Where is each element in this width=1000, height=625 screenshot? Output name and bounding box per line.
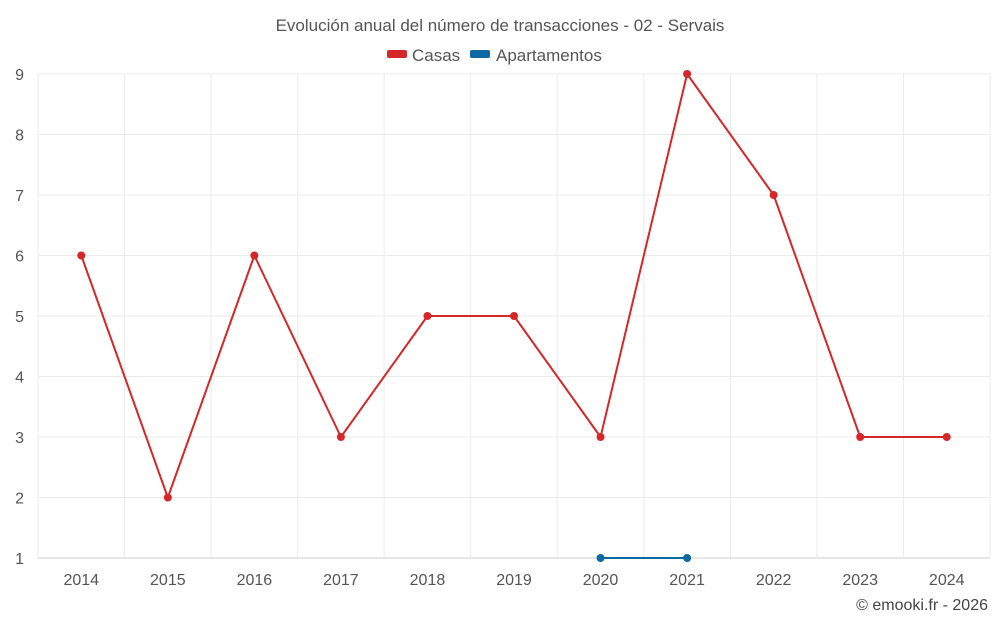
x-tick-label: 2024 bbox=[929, 572, 965, 589]
y-tick-label: 5 bbox=[15, 309, 24, 326]
x-tick-label: 2022 bbox=[756, 572, 792, 589]
data-point-casas[interactable] bbox=[250, 251, 259, 260]
legend-swatch-apartamentos bbox=[470, 50, 490, 58]
chart-title: Evolución anual del número de transaccio… bbox=[276, 16, 725, 35]
x-tick-label: 2023 bbox=[842, 572, 878, 589]
data-point-casas[interactable] bbox=[510, 312, 518, 320]
y-tick-label: 4 bbox=[15, 370, 24, 387]
y-tick-label: 7 bbox=[15, 188, 24, 205]
legend-item-casas[interactable]: Casas bbox=[387, 46, 460, 65]
series bbox=[77, 70, 951, 562]
legend-label-casas: Casas bbox=[412, 46, 460, 65]
data-point-casas[interactable] bbox=[596, 433, 605, 441]
data-point-casas[interactable] bbox=[856, 433, 865, 441]
data-point-apartamentos[interactable] bbox=[596, 554, 605, 562]
x-tick-label: 2018 bbox=[410, 572, 446, 589]
y-tick-label: 9 bbox=[15, 67, 24, 84]
data-point-casas[interactable] bbox=[336, 433, 345, 441]
data-point-casas[interactable] bbox=[163, 493, 172, 502]
series-apartamentos bbox=[596, 554, 692, 562]
y-tick-label: 6 bbox=[15, 249, 24, 266]
legend-label-apartamentos: Apartamentos bbox=[496, 46, 602, 65]
y-tick-label: 3 bbox=[15, 430, 24, 447]
data-point-casas[interactable] bbox=[423, 312, 432, 320]
x-tick-label: 2016 bbox=[237, 572, 273, 589]
x-tick-label: 2020 bbox=[583, 572, 619, 589]
y-tick-label: 1 bbox=[15, 551, 24, 568]
data-point-apartamentos[interactable] bbox=[683, 554, 692, 562]
data-point-casas[interactable] bbox=[942, 433, 951, 441]
data-point-casas[interactable] bbox=[77, 251, 86, 260]
y-axis-ticks: 1 2 3 4 5 6 7 8 9 bbox=[15, 67, 24, 568]
x-tick-label: 2021 bbox=[669, 572, 705, 589]
y-tick-label: 8 bbox=[15, 128, 24, 145]
legend: Casas Apartamentos bbox=[387, 46, 602, 65]
x-tick-label: 2019 bbox=[496, 572, 532, 589]
x-tick-label: 2015 bbox=[150, 572, 186, 589]
x-axis-ticks: 2014 2015 2016 2017 2018 2019 2020 2021 2022 2023… bbox=[63, 572, 964, 589]
legend-item-apartamentos[interactable]: Apartamentos bbox=[470, 46, 602, 65]
y-tick-label: 2 bbox=[15, 491, 24, 508]
data-point-casas[interactable] bbox=[683, 70, 692, 78]
x-tick-label: 2017 bbox=[323, 572, 359, 589]
data-point-casas[interactable] bbox=[769, 191, 778, 199]
credit-text: © emooki.fr - 2026 bbox=[856, 597, 988, 614]
series-casas bbox=[77, 70, 951, 502]
x-tick-label: 2014 bbox=[63, 572, 99, 589]
legend-swatch-casas bbox=[387, 50, 407, 58]
